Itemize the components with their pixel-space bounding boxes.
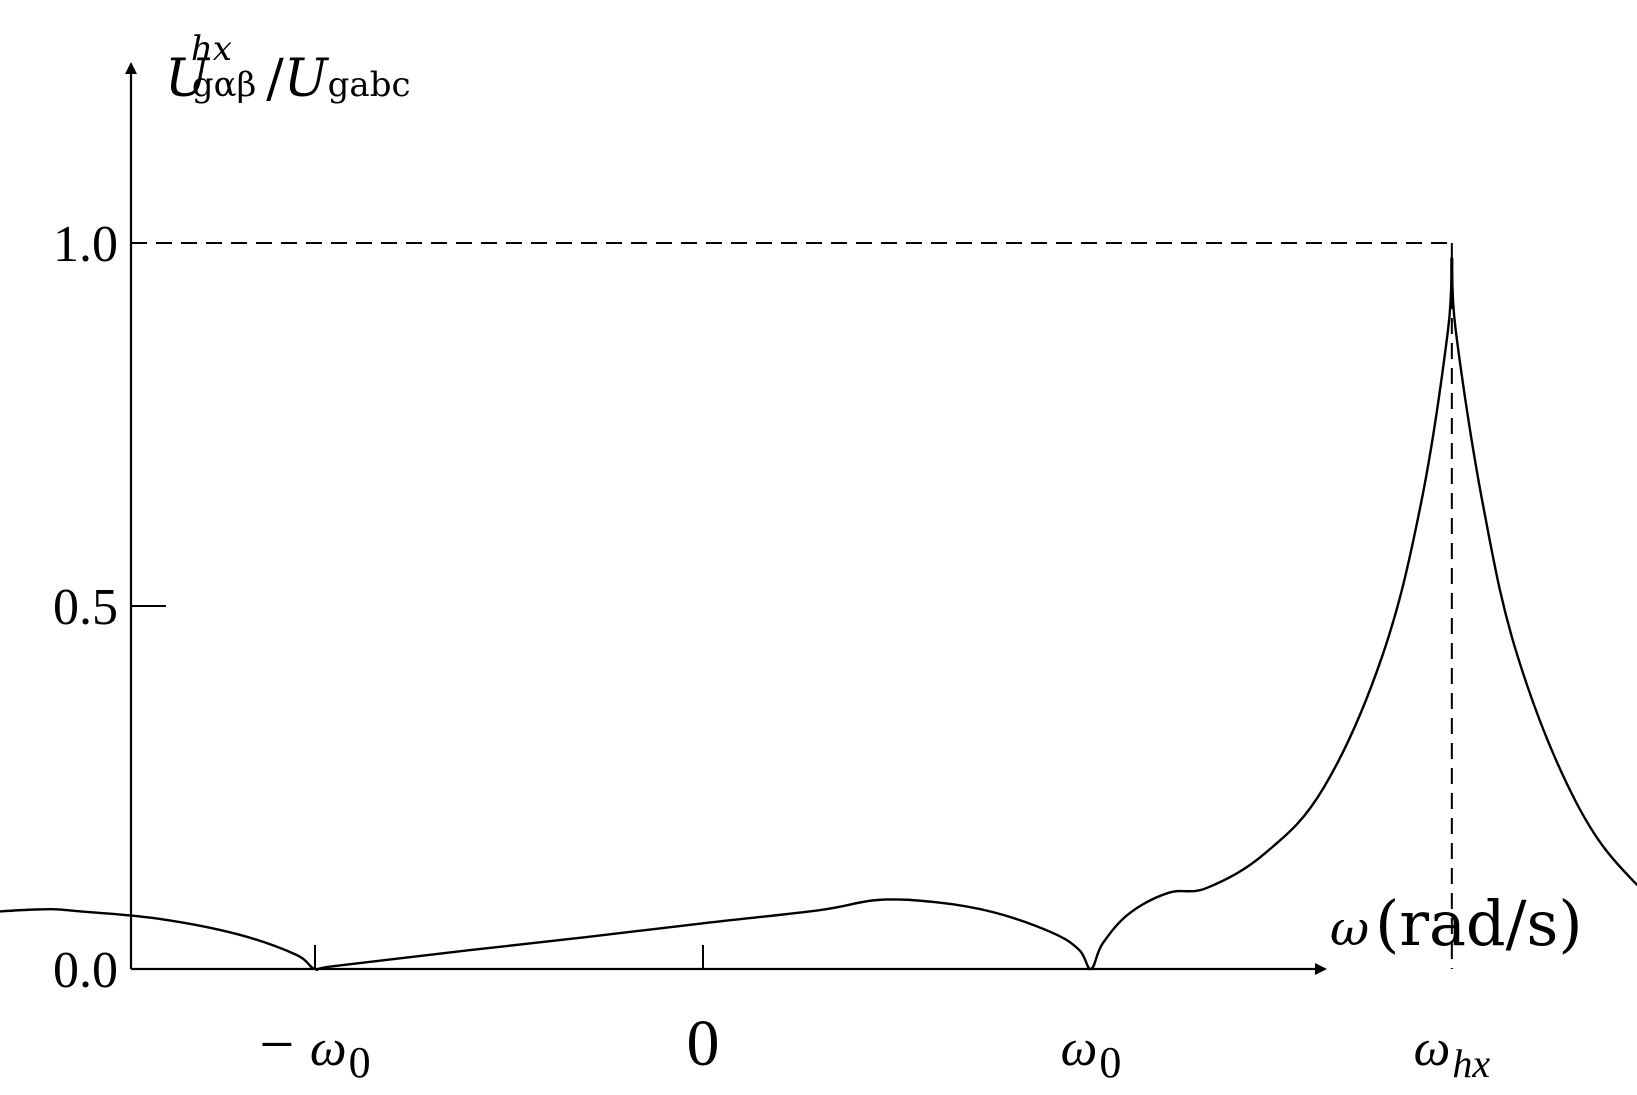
x-axis-label: ω(rad/s) — [1330, 887, 1583, 960]
x-tick-label-subscript: 0 — [1099, 1038, 1121, 1087]
x-tick-label: − ω0 — [259, 1011, 370, 1087]
x-tick-label: 0 — [687, 1007, 720, 1080]
x-tick-label-subscript: 0 — [349, 1038, 371, 1087]
y-tick-label: 0.0 — [53, 942, 118, 999]
x-tick-label-symbol: ω — [1061, 1020, 1098, 1077]
y-label-superscript: hx — [191, 29, 232, 69]
y-axis-label: Uhx gαβ/Ugabc — [165, 29, 411, 109]
x-tick-label-symbol: 0 — [687, 1007, 720, 1080]
y-label-denominator-subscript: gabc — [328, 65, 411, 105]
x-label-symbol: ω — [1330, 901, 1369, 957]
y-tick-label: 1.0 — [53, 216, 118, 273]
x-tick-label-prefix: − — [259, 1011, 309, 1079]
x-label-unit: (rad/s) — [1375, 887, 1582, 960]
reference-lines — [131, 242, 1453, 969]
x-tick-label-symbol: ω — [1414, 1020, 1451, 1077]
y-label-separator: / — [266, 49, 284, 109]
x-tick-label: ω0 — [1061, 1020, 1122, 1087]
x-ticks: − ω0 0 ω0 ωhx — [259, 945, 1490, 1087]
y-label-main: U — [165, 49, 211, 109]
y-tick-label: 0.5 — [53, 579, 118, 636]
y-label-subscript: gαβ — [192, 65, 256, 105]
series-line — [0, 256, 1637, 972]
x-tick-label-subscript: hx — [1452, 1041, 1490, 1086]
y-ticks: 0.0 0.5 1.0 — [53, 216, 166, 999]
x-tick-label: ωhx — [1414, 1020, 1491, 1086]
x-tick-label-symbol: ω — [310, 1020, 347, 1077]
y-label-denominator: U — [284, 49, 330, 109]
